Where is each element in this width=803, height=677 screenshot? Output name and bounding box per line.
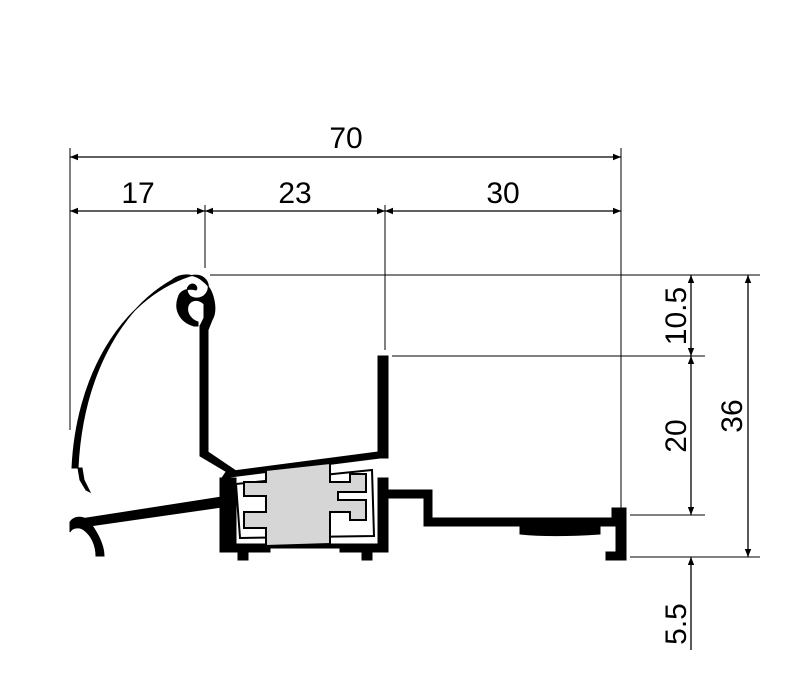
segment-3-label: 30	[486, 177, 519, 210]
vertical-dimensions: 10.5 20 36 5.5	[660, 275, 752, 650]
inclined-strut	[73, 496, 223, 529]
height-overall-label: 36	[716, 399, 749, 432]
overall-width-label: 70	[329, 122, 362, 155]
central-chamber	[220, 355, 389, 479]
thermal-insulator	[243, 461, 367, 548]
segment-2-label: 23	[278, 177, 311, 210]
height-middle-label: 20	[660, 419, 693, 452]
segment-1-label: 17	[121, 177, 154, 210]
extension-lines	[69, 148, 760, 558]
profile-cross-section	[69, 274, 627, 561]
height-bottom-label: 5.5	[660, 603, 693, 645]
right-sill	[387, 489, 627, 561]
curved-outer-arm	[71, 274, 237, 494]
height-top-label: 10.5	[660, 287, 693, 345]
chamber-base	[219, 477, 389, 561]
horizontal-dimensions: 70 17 23 30	[70, 122, 621, 215]
right-sill-rib	[519, 525, 601, 536]
